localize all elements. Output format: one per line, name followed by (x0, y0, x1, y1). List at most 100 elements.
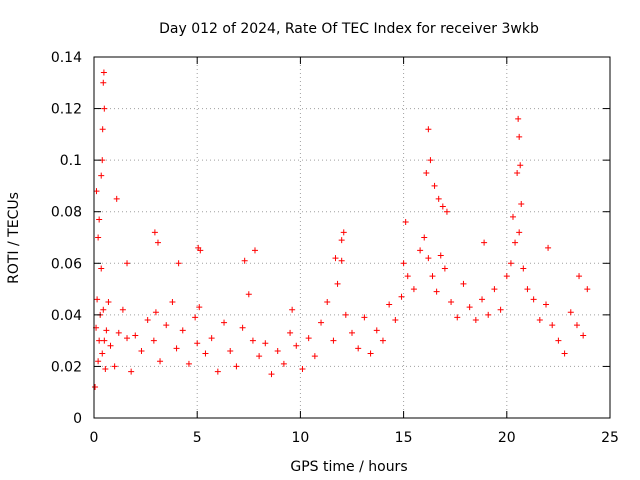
data-point (545, 244, 552, 251)
x-tick-labels: 0 5 10 15 20 25 (90, 430, 619, 446)
data-point (338, 237, 345, 244)
data-point (485, 311, 492, 318)
data-point (507, 260, 514, 267)
data-point (466, 304, 473, 311)
data-point (580, 332, 587, 339)
data-point (567, 309, 574, 316)
data-point (101, 105, 108, 112)
y-tick-label: 0.12 (51, 102, 82, 118)
data-point (100, 306, 107, 313)
data-points (92, 69, 591, 391)
data-point (151, 229, 158, 236)
data-point (437, 252, 444, 259)
data-point (400, 260, 407, 267)
data-point (549, 322, 556, 329)
data-point (512, 239, 519, 246)
data-point (99, 126, 106, 133)
data-point (100, 79, 107, 86)
data-point (227, 347, 234, 354)
data-point (433, 288, 440, 295)
data-point (460, 280, 467, 287)
data-point (268, 371, 275, 378)
data-point (497, 306, 504, 313)
data-point (138, 347, 145, 354)
series-roti (92, 69, 591, 391)
data-point (443, 208, 450, 215)
data-point (194, 340, 201, 347)
data-point (398, 293, 405, 300)
x-tick-label: 10 (291, 430, 309, 446)
data-point (98, 172, 105, 179)
data-point (503, 273, 510, 280)
data-point (132, 332, 139, 339)
data-point (425, 255, 432, 262)
data-point (448, 298, 455, 305)
data-point (144, 317, 151, 324)
data-point (518, 200, 525, 207)
y-tick-label: 0.06 (51, 256, 82, 272)
data-point (514, 170, 521, 177)
data-point (274, 347, 281, 354)
data-point (431, 182, 438, 189)
data-point (214, 368, 221, 375)
data-point (421, 234, 428, 241)
data-point (157, 358, 164, 365)
data-point (441, 265, 448, 272)
data-point (202, 350, 209, 357)
data-point (221, 319, 228, 326)
data-point (530, 296, 537, 303)
data-point (340, 229, 347, 236)
data-point (311, 353, 318, 360)
data-point (245, 291, 252, 298)
data-point (509, 213, 516, 220)
data-point (555, 337, 562, 344)
data-point (543, 301, 550, 308)
data-point (367, 350, 374, 357)
data-point (472, 317, 479, 324)
y-tick-label: 0.08 (51, 205, 82, 221)
data-point (479, 296, 486, 303)
data-point (96, 337, 103, 344)
data-point (154, 239, 161, 246)
data-point (520, 265, 527, 272)
data-point (536, 317, 543, 324)
data-point (115, 329, 122, 336)
data-point (241, 257, 248, 264)
data-point (439, 203, 446, 210)
data-point (491, 286, 498, 293)
data-point (524, 286, 531, 293)
data-point (392, 317, 399, 324)
x-axis-label: GPS time / hours (290, 459, 407, 475)
data-point (293, 342, 300, 349)
data-point (152, 309, 159, 316)
data-point (95, 358, 102, 365)
data-point (361, 314, 368, 321)
x-tick-label: 5 (193, 430, 202, 446)
data-point (128, 368, 135, 375)
data-point (249, 337, 256, 344)
data-point (233, 363, 240, 370)
data-point (150, 337, 157, 344)
data-point (573, 322, 580, 329)
y-tick-label: 0.14 (51, 50, 82, 66)
x-tick-label: 0 (90, 430, 99, 446)
y-tick-label: 0.02 (51, 359, 82, 375)
data-point (105, 298, 112, 305)
data-point (417, 247, 424, 254)
data-point (102, 366, 109, 373)
data-point (179, 327, 186, 334)
data-point (402, 219, 409, 226)
x-tick-label: 25 (601, 430, 619, 446)
data-point (101, 337, 108, 344)
chart-title: Day 012 of 2024, Rate Of TEC Index for r… (159, 21, 539, 37)
data-point (561, 350, 568, 357)
data-point (318, 319, 325, 326)
data-point (305, 335, 312, 342)
data-point (454, 314, 461, 321)
data-point (386, 301, 393, 308)
data-point (427, 157, 434, 164)
data-point (584, 286, 591, 293)
data-point (96, 216, 103, 223)
y-tick-labels: 0 0.02 0.04 0.06 0.08 0.1 0.12 0.14 (51, 50, 82, 427)
